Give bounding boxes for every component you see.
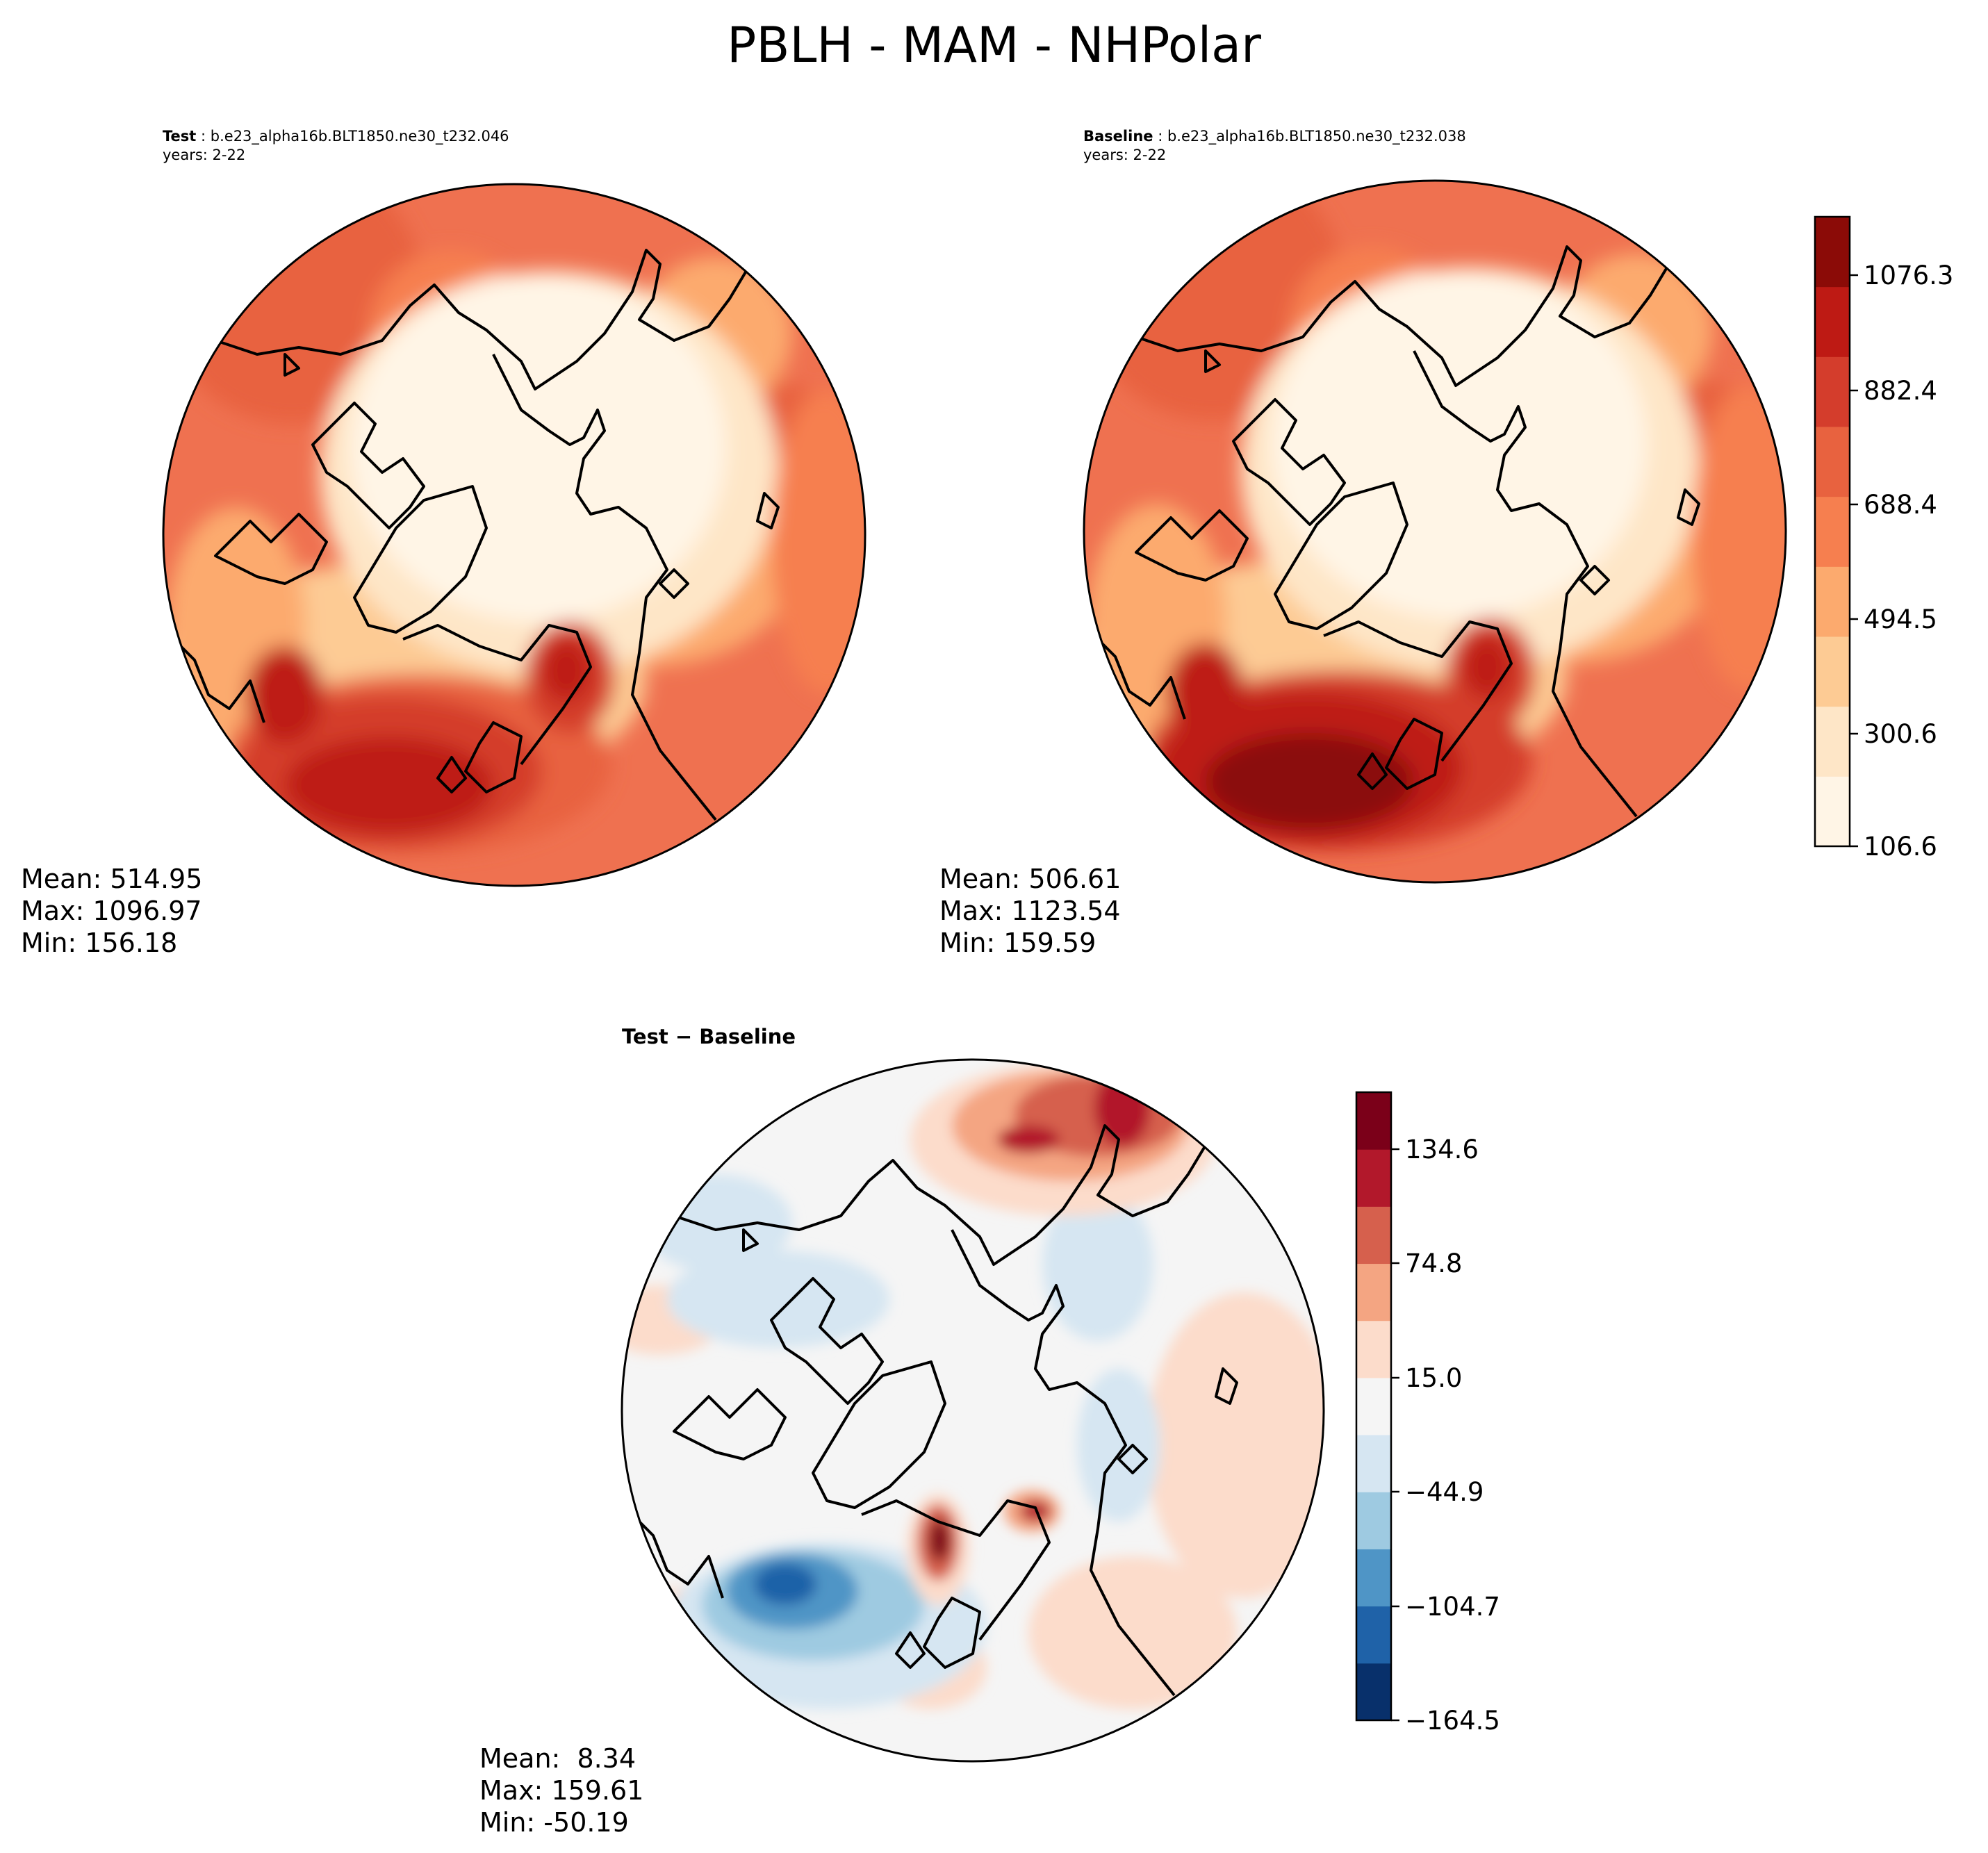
main-colorbar-band-8	[1815, 217, 1850, 288]
main-colorbar-band-3	[1815, 566, 1850, 637]
baseline-stat-mean: Mean: 506.61	[939, 864, 1122, 894]
difference-map-boundary	[621, 1058, 1325, 1763]
difference-coastlines	[631, 1103, 1245, 1697]
test-stat-mean: Mean: 514.95	[21, 864, 203, 894]
diff-colorbar-band-7	[1356, 1263, 1391, 1321]
main-colorbar-tick-label: 494.5	[1864, 604, 1937, 634]
main-colorbar-band-2	[1815, 636, 1850, 707]
main-colorbar-band-4	[1815, 496, 1850, 567]
baseline-years: years: 2-22	[1083, 147, 1167, 163]
test-case-name: b.e23_alpha16b.BLT1850.ne30_t232.046	[210, 128, 509, 145]
difference-panel-title: Test − Baseline	[622, 1025, 796, 1048]
diff-colorbar-bands	[1356, 1092, 1391, 1721]
baseline-map-boundary	[1083, 179, 1787, 884]
main-colorbar-band-0	[1815, 776, 1850, 847]
difference-stat-mean: Mean: 8.34	[479, 1743, 636, 1774]
diff-colorbar: 134.6 74.8 15.0 −44.9 −104.7 −164.5	[1355, 1091, 1500, 1736]
diff-colorbar-band-4	[1356, 1435, 1391, 1492]
diff-colorbar-band-0	[1356, 1663, 1391, 1721]
baseline-case-name: b.e23_alpha16b.BLT1850.ne30_t232.038	[1167, 128, 1466, 145]
baseline-panel-label: Baseline	[1083, 128, 1153, 145]
diff-colorbar-tick-label: 15.0	[1405, 1363, 1462, 1393]
test-panel-separator: :	[196, 128, 211, 145]
diff-colorbar-tick-label: −164.5	[1405, 1706, 1500, 1736]
diff-colorbar-band-10	[1356, 1092, 1391, 1150]
baseline-stat-min: Min: 159.59	[939, 928, 1096, 958]
diff-colorbar-band-6	[1356, 1320, 1391, 1378]
main-colorbar-tick-label: 882.4	[1864, 376, 1937, 406]
main-colorbar-bands	[1815, 217, 1850, 847]
difference-stat-max: Max: 159.61	[479, 1775, 644, 1806]
test-stats: Mean: 514.95 Max: 1096.97 Min: 156.18	[21, 863, 202, 959]
baseline-stats: Mean: 506.61 Max: 1123.54 Min: 159.59	[939, 863, 1121, 959]
main-colorbar-band-7	[1815, 286, 1850, 357]
diff-colorbar-band-9	[1356, 1149, 1391, 1207]
diff-colorbar-ticks: 134.6 74.8 15.0 −44.9 −104.7 −164.5	[1391, 1135, 1500, 1736]
diff-colorbar-tick-label: −44.9	[1405, 1477, 1484, 1507]
main-colorbar-tick-label: 688.4	[1864, 490, 1937, 520]
difference-stat-min: Min: -50.19	[479, 1807, 629, 1838]
test-stat-min: Min: 156.18	[21, 928, 178, 958]
main-colorbar-band-5	[1815, 427, 1850, 497]
test-map	[162, 183, 866, 887]
test-panel-label: Test	[163, 128, 197, 145]
diff-colorbar-band-3	[1356, 1492, 1391, 1549]
diff-colorbar-tick-label: −104.7	[1405, 1592, 1500, 1622]
difference-map	[621, 1058, 1325, 1763]
main-colorbar-frame	[1814, 215, 1851, 848]
diff-colorbar-band-1	[1356, 1606, 1391, 1664]
test-map-boundary	[162, 183, 866, 887]
diff-colorbar-frame	[1355, 1091, 1393, 1722]
diff-colorbar-band-2	[1356, 1549, 1391, 1607]
main-colorbar: 1076.3 882.4 688.4 494.5 300.6 106.6	[1814, 215, 1953, 862]
baseline-coastlines	[1093, 224, 1707, 818]
baseline-map-field	[1084, 181, 1786, 882]
baseline-stat-max: Max: 1123.54	[939, 896, 1121, 926]
test-coastlines	[172, 228, 787, 821]
main-colorbar-band-1	[1815, 706, 1850, 777]
baseline-panel-separator: :	[1153, 128, 1167, 145]
main-colorbar-tick-label: 300.6	[1864, 719, 1937, 749]
diff-colorbar-tick-label: 74.8	[1405, 1249, 1462, 1278]
figure-title: PBLH - MAM - NHPolar	[727, 17, 1261, 74]
test-years: years: 2-22	[163, 147, 246, 163]
baseline-map	[1083, 179, 1787, 884]
main-colorbar-band-6	[1815, 356, 1850, 427]
test-map-field	[163, 184, 865, 886]
diff-colorbar-band-8	[1356, 1206, 1391, 1265]
main-colorbar-tick-label: 106.6	[1864, 832, 1937, 862]
test-stat-max: Max: 1096.97	[21, 896, 202, 926]
diff-colorbar-tick-label: 134.6	[1405, 1135, 1479, 1164]
difference-stats: Mean: 8.34 Max: 159.61 Min: -50.19	[479, 1743, 643, 1838]
difference-map-field	[622, 1060, 1324, 1761]
main-colorbar-tick-label: 1076.3	[1864, 261, 1953, 290]
test-panel-header: Test : b.e23_alpha16b.BLT1850.ne30_t232.…	[163, 127, 509, 165]
main-colorbar-ticks: 1076.3 882.4 688.4 494.5 300.6 106.6	[1850, 261, 1953, 862]
baseline-panel-header: Baseline : b.e23_alpha16b.BLT1850.ne30_t…	[1083, 127, 1466, 165]
diff-colorbar-band-5	[1356, 1377, 1391, 1435]
